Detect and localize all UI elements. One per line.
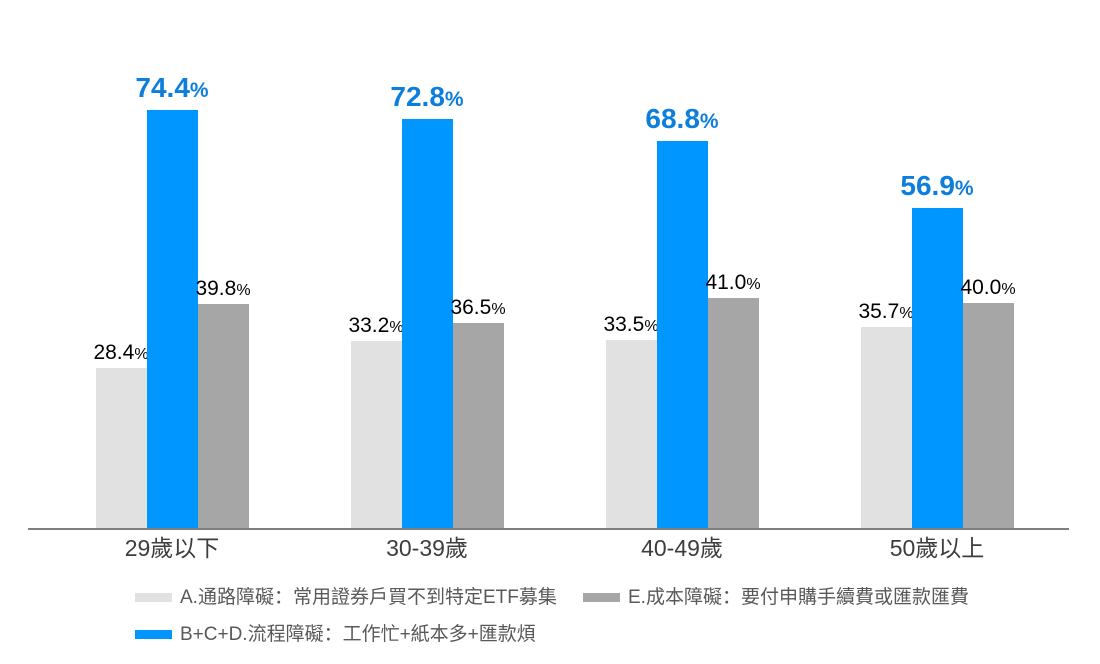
bar-series1-group1	[401, 119, 453, 528]
legend-label: B+C+D.流程障礙：工作忙+紙本多+匯款煩	[180, 623, 536, 645]
value-label-series0-group1: 33.2%	[348, 314, 404, 338]
legend-swatch-icon	[135, 629, 172, 639]
legend-item-series2: E.成本障礙：要付申購手續費或匯款匯費	[583, 586, 969, 608]
bar-series1-group0	[146, 110, 198, 528]
x-axis-label-group3: 50歲以上	[889, 535, 985, 561]
bar-series0-group2	[605, 339, 657, 528]
legend-swatch-icon	[135, 592, 172, 602]
value-label-series1-group1: 72.8%	[390, 81, 464, 113]
percent-sign: %	[644, 317, 659, 335]
legend-swatch-icon	[583, 592, 620, 602]
percent-sign: %	[236, 282, 251, 300]
percent-sign: %	[899, 305, 914, 323]
bar-series2-group1	[452, 322, 504, 528]
value-label-series0-group2: 33.5%	[603, 312, 659, 336]
percent-sign: %	[1001, 281, 1016, 299]
value-label-series1-group3: 56.9%	[900, 170, 974, 202]
value-label-series2-group0: 39.8%	[195, 277, 251, 301]
x-axis-label-group1: 30-39歲	[386, 535, 468, 561]
bar-series2-group2	[707, 297, 759, 528]
value-label-series0-group3: 35.7%	[858, 300, 914, 324]
percent-sign: %	[954, 177, 974, 201]
bar-series2-group0	[197, 304, 249, 528]
percent-sign: %	[134, 346, 149, 364]
value-label-series0-group0: 28.4%	[93, 341, 149, 365]
legend-item-series1: B+C+D.流程障礙：工作忙+紙本多+匯款煩	[135, 623, 536, 645]
value-label-series2-group1: 36.5%	[450, 295, 506, 319]
percent-sign: %	[389, 319, 404, 337]
percent-sign: %	[746, 275, 761, 293]
x-axis-label-group2: 40-49歲	[641, 535, 723, 561]
x-axis-label-group0: 29歲以下	[124, 535, 220, 561]
bar-series0-group3	[860, 327, 912, 528]
legend-label: A.通路障礙：常用證券戶買不到特定ETF募集	[180, 586, 557, 608]
bar-series0-group1	[350, 341, 402, 528]
percent-sign: %	[444, 88, 464, 112]
value-label-series2-group2: 41.0%	[705, 270, 761, 294]
bar-series2-group3	[962, 303, 1014, 528]
legend-item-series0: A.通路障礙：常用證券戶買不到特定ETF募集	[135, 586, 557, 608]
x-axis-line	[28, 528, 1069, 530]
percent-sign: %	[491, 300, 506, 318]
legend-label: E.成本障礙：要付申購手續費或匯款匯費	[628, 586, 969, 608]
bar-series1-group2	[656, 141, 708, 528]
percent-sign: %	[189, 79, 209, 103]
value-label-series1-group0: 74.4%	[135, 72, 209, 104]
value-label-series1-group2: 68.8%	[645, 103, 719, 135]
bar-series1-group3	[911, 208, 963, 528]
percent-sign: %	[699, 110, 719, 134]
bar-series0-group0	[95, 368, 147, 528]
value-label-series2-group3: 40.0%	[960, 276, 1016, 300]
